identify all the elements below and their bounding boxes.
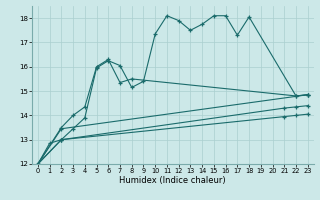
- X-axis label: Humidex (Indice chaleur): Humidex (Indice chaleur): [119, 176, 226, 185]
